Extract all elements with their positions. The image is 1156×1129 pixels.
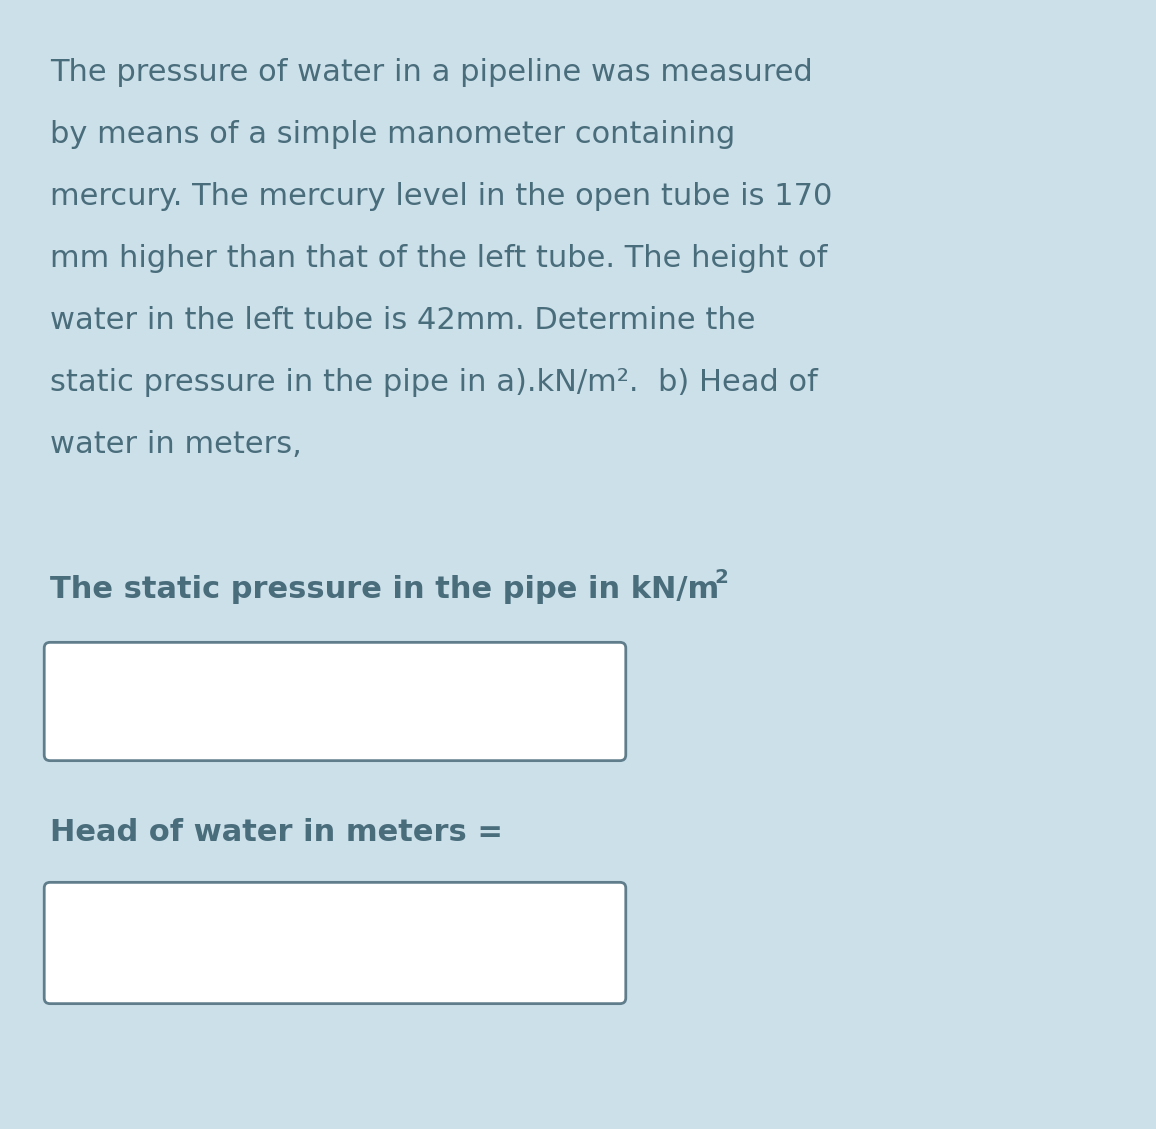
Text: Head of water in meters =: Head of water in meters =	[50, 819, 503, 847]
Text: The pressure of water in a pipeline was measured: The pressure of water in a pipeline was …	[50, 58, 813, 87]
Text: mercury. The mercury level in the open tube is 170: mercury. The mercury level in the open t…	[50, 182, 832, 211]
Text: by means of a simple manometer containing: by means of a simple manometer containin…	[50, 120, 735, 149]
Text: water in meters,: water in meters,	[50, 430, 302, 460]
Text: mm higher than that of the left tube. The height of: mm higher than that of the left tube. Th…	[50, 244, 828, 273]
Text: 2: 2	[714, 568, 728, 587]
Text: The static pressure in the pipe in kN/m: The static pressure in the pipe in kN/m	[50, 575, 719, 604]
Text: static pressure in the pipe in a).kN/m².  b) Head of: static pressure in the pipe in a).kN/m².…	[50, 368, 817, 397]
Text: water in the left tube is 42mm. Determine the: water in the left tube is 42mm. Determin…	[50, 306, 756, 335]
